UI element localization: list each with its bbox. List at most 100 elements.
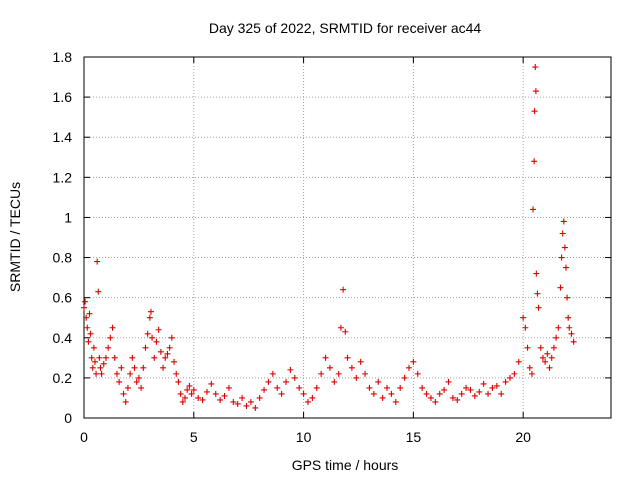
- y-tick-label: 0.6: [53, 290, 73, 306]
- data-point: [463, 384, 470, 391]
- data-point: [535, 304, 542, 311]
- data-point: [256, 394, 263, 401]
- data-point: [166, 344, 173, 351]
- data-point: [122, 398, 129, 405]
- data-point: [542, 358, 549, 365]
- data-point: [131, 364, 138, 371]
- data-point: [331, 378, 338, 385]
- data-point: [82, 298, 89, 305]
- data-point: [546, 364, 553, 371]
- data-point: [489, 384, 496, 391]
- data-point: [397, 384, 404, 391]
- data-point: [405, 364, 412, 371]
- data-point: [553, 334, 560, 341]
- data-point: [157, 348, 164, 355]
- y-tick-label: 0: [64, 410, 72, 426]
- data-point: [524, 344, 531, 351]
- y-tick-label: 1.2: [53, 169, 73, 185]
- data-point: [532, 64, 539, 71]
- data-point: [278, 390, 285, 397]
- data-point: [234, 400, 241, 407]
- data-point: [337, 324, 344, 331]
- y-tick-label: 1: [64, 209, 72, 225]
- data-point: [296, 384, 303, 391]
- data-point: [340, 286, 347, 293]
- data-point: [208, 380, 215, 387]
- x-tick-label: 5: [190, 429, 198, 445]
- data-point: [531, 158, 538, 165]
- data-point: [261, 386, 268, 393]
- y-tick-label: 1.4: [53, 129, 73, 145]
- data-point: [182, 394, 189, 401]
- axis-ticks: 0 0.2 0.4 0.6 0.8 1 1.2 1.4 1.6 1.8 0 5 10 15 20: [53, 49, 611, 445]
- data-point: [149, 334, 156, 341]
- y-tick-label: 0.2: [53, 370, 73, 386]
- data-point: [485, 390, 492, 397]
- data-point: [532, 88, 539, 95]
- data-point: [97, 364, 104, 371]
- data-point: [142, 344, 149, 351]
- data-point: [111, 354, 118, 361]
- data-point: [414, 370, 421, 377]
- data-point: [124, 384, 131, 391]
- data-point: [81, 304, 87, 311]
- data-point: [90, 344, 97, 351]
- data-point: [83, 314, 90, 321]
- x-tick-label: 15: [406, 429, 422, 445]
- data-point: [247, 398, 254, 405]
- data-point: [160, 364, 167, 371]
- chart-title: Day 325 of 2022, SRMTID for receiver ac4…: [209, 20, 482, 36]
- data-point: [410, 358, 417, 365]
- data-point: [379, 394, 386, 401]
- data-point: [401, 374, 408, 381]
- data-point: [190, 386, 197, 393]
- data-point: [173, 370, 180, 377]
- data-point: [291, 374, 298, 381]
- data-point: [548, 354, 555, 361]
- data-point: [195, 394, 202, 401]
- data-point: [109, 324, 116, 331]
- data-point: [436, 390, 443, 397]
- data-point: [515, 358, 522, 365]
- x-axis-label: GPS time / hours: [292, 457, 399, 473]
- data-point: [98, 370, 105, 377]
- data-point: [184, 386, 191, 393]
- data-point: [199, 396, 206, 403]
- data-point: [561, 244, 568, 251]
- x-tick-label: 0: [80, 429, 88, 445]
- data-point: [388, 390, 395, 397]
- data-point: [362, 370, 369, 377]
- data-point: [568, 330, 575, 337]
- data-point: [392, 398, 399, 405]
- y-tick-label: 0.8: [53, 250, 73, 266]
- data-point: [129, 354, 136, 361]
- data-point: [544, 350, 551, 357]
- data-point: [168, 334, 175, 341]
- data-point: [133, 378, 140, 385]
- data-point: [520, 314, 527, 321]
- data-series: [81, 64, 577, 411]
- data-point: [186, 382, 193, 389]
- data-point: [120, 390, 127, 397]
- data-point: [171, 358, 178, 365]
- data-point: [107, 334, 114, 341]
- data-point: [570, 338, 577, 345]
- data-point: [153, 338, 160, 345]
- data-point: [526, 364, 533, 371]
- data-point: [93, 370, 100, 377]
- data-point: [493, 382, 500, 389]
- data-point: [528, 370, 535, 377]
- data-point: [353, 374, 360, 381]
- data-point: [217, 396, 224, 403]
- data-point: [95, 288, 102, 295]
- data-point: [441, 386, 448, 393]
- data-point: [221, 392, 228, 399]
- data-point: [432, 398, 439, 405]
- data-point: [287, 366, 294, 373]
- data-point: [105, 344, 112, 351]
- data-point: [283, 378, 290, 385]
- data-point: [384, 384, 391, 391]
- data-point: [313, 384, 320, 391]
- data-point: [458, 390, 465, 397]
